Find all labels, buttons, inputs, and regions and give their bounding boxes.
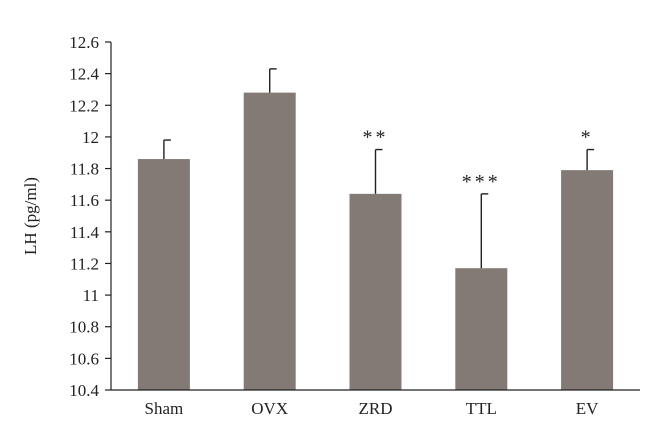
x-tick-label-ttl: TTL [466,399,497,418]
y-axis-title: LH (pg/ml) [21,177,40,255]
bar-zrd [349,193,402,390]
y-tick-label: 10.4 [69,381,99,400]
bars-group [137,92,614,391]
significance-ttl: *** [462,171,501,193]
error-bars-group [163,68,595,269]
bar-ev [561,170,614,390]
x-tick-label-ovx: OVX [251,399,288,418]
y-tick-label: 11.4 [70,223,100,242]
x-tick-label-zrd: ZRD [359,399,393,418]
y-tick-label: 12.2 [69,96,99,115]
significance-zrd: ** [363,127,389,149]
y-tick-label: 11.2 [70,254,99,273]
y-axis-ticks: 10.4 10.6 10.8 11 11.2 11.4 11.6 11.8 12 12.2 12.4… [69,33,111,400]
bar-ttl [455,268,508,390]
y-tick-label: 11 [83,286,99,305]
bar-sham [137,159,190,390]
y-tick-label: 12.6 [69,33,99,52]
bar-ovx [243,92,296,391]
y-tick-label: 10.8 [69,318,99,337]
y-tick-label: 10.6 [69,349,99,368]
y-tick-label: 11.6 [70,191,99,210]
significance-group: ****** [363,127,594,193]
x-tick-label-ev: EV [576,399,599,418]
y-tick-label: 12.4 [69,65,99,84]
x-tick-label-sham: Sham [145,399,184,418]
y-tick-label: 11.8 [70,160,99,179]
x-axis-labels: Sham OVX ZRD TTL EV [145,399,600,418]
y-tick-label: 12 [82,128,99,147]
significance-ev: * [581,127,594,149]
